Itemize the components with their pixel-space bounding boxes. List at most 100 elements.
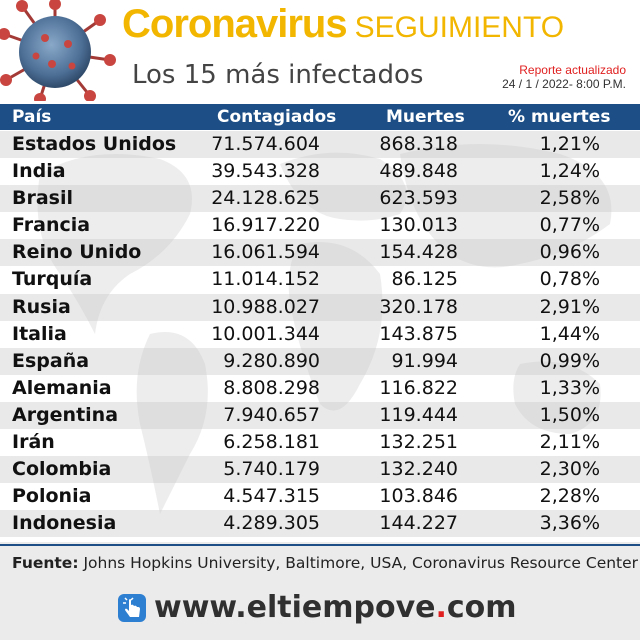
cell-pct-muertes: 0,96% xyxy=(539,241,600,264)
table-row: Argentina 7.940.657 119.444 1,50% xyxy=(0,401,640,430)
website-url[interactable]: www.eltiempove.com xyxy=(154,590,517,625)
cell-pct-muertes: 2,11% xyxy=(539,431,600,454)
report-date: 24 / 1 / 2022- 8:00 P.M. xyxy=(502,77,626,91)
cell-pais: Argentina xyxy=(12,403,119,426)
cell-contagiados: 24.128.625 xyxy=(211,187,320,210)
cell-contagiados: 10.988.027 xyxy=(211,295,320,318)
cell-contagiados: 4.547.315 xyxy=(223,485,320,508)
cell-pais: Brasil xyxy=(12,187,74,210)
footer: Fuente: Johns Hopkins University, Baltim… xyxy=(0,542,640,640)
table-body: Estados Unidos 71.574.604 868.318 1,21% Ind… xyxy=(0,131,640,538)
report-info: Reporte actualizado 24 / 1 / 2022- 8:00 … xyxy=(502,63,626,91)
cell-contagiados: 8.808.298 xyxy=(223,376,320,399)
cell-pais: Indonesia xyxy=(12,512,117,535)
cell-pais: Estados Unidos xyxy=(12,133,177,155)
data-table: País Contagiados Muertes % muertes Estad… xyxy=(0,104,640,542)
table-row: Francia 16.917.220 130.013 0,77% xyxy=(0,212,640,240)
cell-contagiados: 39.543.328 xyxy=(211,160,320,183)
cell-contagiados: 16.917.220 xyxy=(211,214,320,237)
subtitle: Los 15 más infectados xyxy=(132,60,424,90)
cell-pais: España xyxy=(12,349,90,372)
source-label: Fuente: xyxy=(12,554,79,572)
column-header-pais: País xyxy=(12,107,52,127)
cell-contagiados: 10.001.344 xyxy=(211,322,320,345)
cell-pct-muertes: 0,78% xyxy=(539,268,600,291)
url-dot: . xyxy=(435,590,447,625)
cell-muertes: 130.013 xyxy=(379,214,458,237)
cell-contagiados: 5.740.179 xyxy=(223,458,320,481)
cell-pais: Irán xyxy=(12,431,55,454)
cell-muertes: 868.318 xyxy=(379,133,458,155)
column-header-contagiados: Contagiados xyxy=(217,107,337,127)
table-row: India 39.543.328 489.848 1,24% xyxy=(0,158,640,186)
source-text: Johns Hopkins University, Baltimore, USA… xyxy=(78,554,639,572)
cell-pct-muertes: 1,44% xyxy=(539,322,600,345)
cell-pais: Colombia xyxy=(12,458,112,481)
table-row: Rusia 10.988.027 320.178 2,91% xyxy=(0,293,640,321)
header: Coronavirus SEGUIMIENTO Los 15 más infect… xyxy=(0,0,640,101)
cell-muertes: 86.125 xyxy=(391,268,458,291)
cell-muertes: 144.227 xyxy=(379,512,458,535)
url-www: www. xyxy=(154,590,247,625)
cell-pct-muertes: 0,77% xyxy=(539,214,600,237)
cell-muertes: 623.593 xyxy=(379,187,458,210)
cell-muertes: 103.846 xyxy=(379,485,458,508)
table-row: Alemania 8.808.298 116.822 1,33% xyxy=(0,374,640,402)
pointer-hand-icon xyxy=(118,594,146,622)
cell-contagiados: 16.061.594 xyxy=(211,241,320,264)
table-row: España 9.280.890 91.994 0,99% xyxy=(0,347,640,375)
title-coronavirus: Coronavirus xyxy=(122,2,348,46)
cell-muertes: 320.178 xyxy=(379,295,458,318)
cell-muertes: 132.240 xyxy=(379,458,458,481)
cell-pais: Rusia xyxy=(12,295,71,318)
cell-pct-muertes: 2,28% xyxy=(539,485,600,508)
cell-pct-muertes: 3,36% xyxy=(539,512,600,535)
cell-muertes: 116.822 xyxy=(379,376,458,399)
url-name: eltiempove xyxy=(246,590,436,625)
cell-muertes: 154.428 xyxy=(379,241,458,264)
cell-pais: Reino Unido xyxy=(12,241,142,264)
report-label: Reporte actualizado xyxy=(519,63,626,77)
cell-pais: Turquía xyxy=(12,268,93,291)
cell-pct-muertes: 1,33% xyxy=(539,376,600,399)
cell-contagiados: 4.289.305 xyxy=(223,512,320,535)
cell-pais: Francia xyxy=(12,214,91,237)
cell-muertes: 143.875 xyxy=(379,322,458,345)
page-title: Coronavirus SEGUIMIENTO xyxy=(122,2,564,47)
cell-pct-muertes: 1,50% xyxy=(539,403,600,426)
cell-contagiados: 11.014.152 xyxy=(211,268,320,291)
cell-pct-muertes: 1,24% xyxy=(539,160,600,183)
cell-pct-muertes: 1,21% xyxy=(539,133,600,155)
table-row: Polonia 4.547.315 103.846 2,28% xyxy=(0,483,640,511)
cell-contagiados: 7.940.657 xyxy=(223,403,320,426)
source-note: Fuente: Johns Hopkins University, Baltim… xyxy=(12,554,638,572)
table-row: Italia 10.001.344 143.875 1,44% xyxy=(0,320,640,348)
table-row: Colombia 5.740.179 132.240 2,30% xyxy=(0,456,640,484)
table-row: Brasil 24.128.625 623.593 2,58% xyxy=(0,185,640,213)
cell-pais: India xyxy=(12,160,66,183)
cell-pais: Italia xyxy=(12,322,67,345)
cell-pct-muertes: 2,30% xyxy=(539,458,600,481)
coronavirus-icon xyxy=(0,0,116,101)
table-row: Irán 6.258.181 132.251 2,11% xyxy=(0,429,640,457)
column-header-pct-muertes: % muertes xyxy=(508,107,611,127)
cell-contagiados: 9.280.890 xyxy=(223,349,320,372)
cell-contagiados: 6.258.181 xyxy=(223,431,320,454)
cell-pais: Alemania xyxy=(12,376,112,399)
table-header: País Contagiados Muertes % muertes xyxy=(0,104,640,130)
cell-pct-muertes: 2,58% xyxy=(539,187,600,210)
title-seguimiento: SEGUIMIENTO xyxy=(354,11,565,44)
cell-pais: Polonia xyxy=(12,485,92,508)
table-row: Indonesia 4.289.305 144.227 3,36% xyxy=(0,510,640,538)
column-header-muertes: Muertes xyxy=(386,107,465,127)
url-tld: com xyxy=(446,590,517,625)
cell-muertes: 119.444 xyxy=(379,403,458,426)
table-row: Reino Unido 16.061.594 154.428 0,96% xyxy=(0,239,640,267)
footer-divider xyxy=(0,544,640,546)
cell-pct-muertes: 0,99% xyxy=(539,349,600,372)
cell-pct-muertes: 2,91% xyxy=(539,295,600,318)
cell-muertes: 91.994 xyxy=(391,349,458,372)
table-row: Turquía 11.014.152 86.125 0,78% xyxy=(0,266,640,294)
cell-muertes: 132.251 xyxy=(379,431,458,454)
cell-muertes: 489.848 xyxy=(379,160,458,183)
